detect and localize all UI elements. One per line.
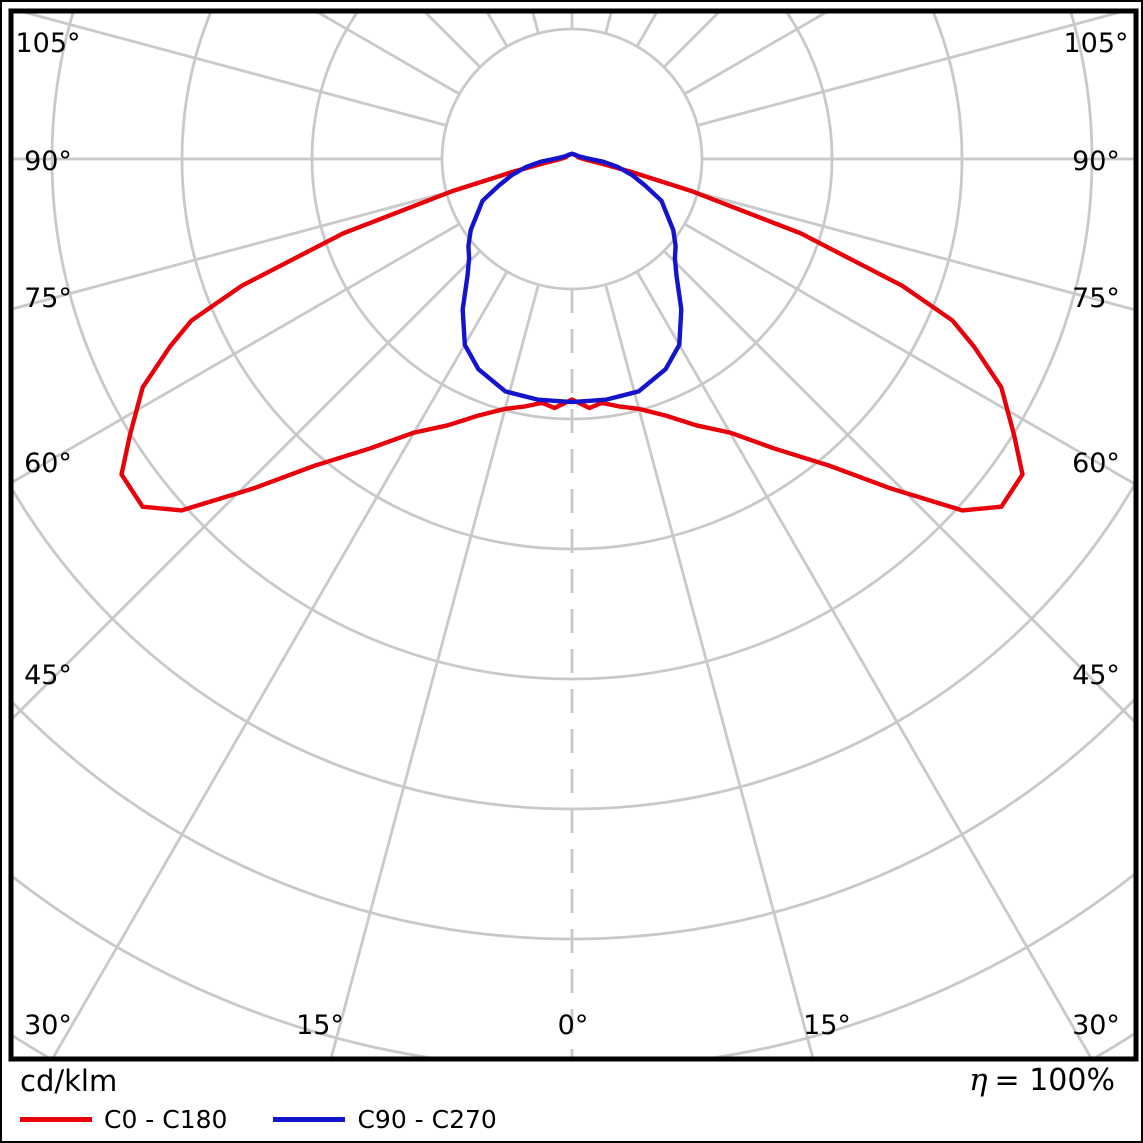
grid-radial-line xyxy=(13,191,447,311)
c90-label: C90 - C270 xyxy=(357,1105,497,1134)
legend-item-c90: C90 - C270 xyxy=(273,1105,497,1134)
grid-radial-line xyxy=(329,284,540,1057)
angle-label: 30° xyxy=(24,1010,72,1041)
grid-radial-line xyxy=(13,222,461,484)
grid-radial-line xyxy=(51,270,509,1057)
legend: C0 - C180 C90 - C270 xyxy=(20,1105,497,1134)
grid-radial-line xyxy=(604,284,815,1057)
grid-radial-line xyxy=(635,270,1093,1057)
grid-radial-line xyxy=(21,13,447,127)
angle-label: 0° xyxy=(558,1010,589,1041)
grid-radial-line xyxy=(697,13,1123,127)
unit-label: cd/klm xyxy=(20,1064,118,1098)
legend-item-c0: C0 - C180 xyxy=(20,1105,227,1134)
angle-label: 45° xyxy=(24,660,72,691)
grid-ring xyxy=(13,482,1134,811)
curve-c0-c180 xyxy=(119,151,1025,513)
c0-line-swatch xyxy=(20,1117,92,1122)
angle-label: 60° xyxy=(24,448,72,479)
angle-label: 90° xyxy=(24,146,72,177)
eta-symbol: η xyxy=(968,1062,988,1098)
grid-radial-line xyxy=(662,249,1134,723)
grid-radial-line xyxy=(604,13,613,34)
grid-radial-line xyxy=(531,13,540,34)
c0-label: C0 - C180 xyxy=(104,1105,228,1134)
angle-label: 15° xyxy=(296,1010,344,1041)
angle-label: 75° xyxy=(1072,283,1120,314)
angle-label: 15° xyxy=(803,1010,851,1041)
angle-label: 105° xyxy=(15,28,80,59)
grid-radial-line xyxy=(13,249,482,720)
grid-ring xyxy=(440,27,704,291)
curve-c90-c270 xyxy=(460,151,684,405)
grid-radial-line xyxy=(683,222,1134,486)
grid-radial-line xyxy=(697,191,1134,312)
angle-label: 105° xyxy=(1063,28,1128,59)
angle-label: 45° xyxy=(1072,660,1120,691)
angle-label: 60° xyxy=(1072,448,1120,479)
c90-line-swatch xyxy=(273,1117,346,1122)
angle-label: 90° xyxy=(1072,146,1120,177)
eta-value: = 100% xyxy=(994,1063,1115,1098)
angle-label: 75° xyxy=(24,283,72,314)
efficiency-label: η = 100% xyxy=(969,1062,1115,1098)
grid-ring xyxy=(310,13,834,421)
plot-border xyxy=(8,8,1139,1062)
angle-label: 30° xyxy=(1072,1010,1120,1041)
